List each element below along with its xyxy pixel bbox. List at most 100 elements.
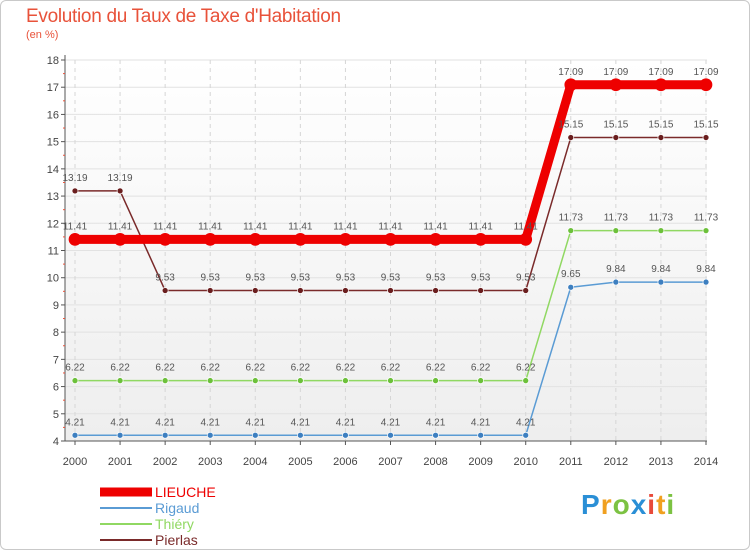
data-label-rigaud: 9.65	[561, 269, 581, 280]
y-tick-label: 14	[47, 164, 59, 176]
y-tick-label: 9	[53, 300, 59, 312]
data-point-rigaud	[297, 431, 304, 439]
data-label-rigaud: 4.21	[65, 417, 85, 428]
data-label-rigaud: 9.84	[696, 264, 716, 275]
data-label-thi-ry: 6.22	[291, 363, 311, 374]
data-point-thi-ry	[432, 377, 439, 384]
data-label-lieuche: 11.41	[153, 221, 178, 232]
y-tick-label: 17	[47, 82, 59, 94]
data-label-thi-ry: 6.22	[200, 363, 220, 374]
data-label-thi-ry: 6.22	[65, 363, 85, 374]
x-tick-label: 2003	[198, 456, 222, 468]
data-label-thi-ry: 11.73	[694, 213, 719, 224]
data-label-lieuche: 11.41	[378, 221, 403, 232]
y-tick-label: 6	[53, 382, 59, 394]
data-point-lieuche	[474, 232, 487, 246]
data-label-lieuche: 11.41	[423, 221, 448, 232]
data-label-rigaud: 9.84	[651, 264, 671, 275]
data-point-rigaud	[251, 431, 259, 439]
data-point-thi-ry	[206, 377, 214, 384]
x-tick-label: 2007	[378, 456, 402, 468]
data-label-thi-ry: 6.22	[426, 363, 446, 374]
data-point-lieuche	[294, 232, 307, 246]
data-label-pierlas: 15.15	[648, 120, 673, 131]
data-point-thi-ry	[522, 377, 530, 384]
data-label-thi-ry: 11.73	[604, 213, 629, 224]
y-tick-label: 12	[47, 218, 59, 230]
x-tick-label: 2013	[649, 456, 673, 468]
legend-label-pierlas: Pierlas	[155, 532, 198, 548]
data-point-rigaud	[432, 431, 439, 439]
data-point-rigaud	[161, 431, 169, 439]
y-tick-label: 18	[47, 55, 59, 67]
data-point-lieuche	[68, 232, 82, 246]
x-tick-label: 2001	[108, 456, 132, 468]
y-tick-label: 4	[53, 436, 59, 448]
y-tick-label: 15	[47, 137, 59, 149]
data-label-pierlas: 9.53	[291, 273, 311, 284]
data-point-rigaud	[206, 431, 214, 439]
data-label-thi-ry: 11.73	[559, 213, 584, 224]
data-label-rigaud: 4.21	[246, 417, 266, 428]
data-point-thi-ry	[657, 227, 665, 234]
data-label-pierlas: 15.15	[603, 120, 628, 131]
data-label-rigaud: 4.21	[155, 417, 175, 428]
y-tick-label: 10	[47, 273, 59, 285]
y-tick-label: 7	[53, 354, 59, 366]
data-point-rigaud	[387, 431, 394, 439]
data-point-pierlas	[432, 287, 439, 294]
data-point-pierlas	[657, 134, 665, 141]
y-tick-label: 8	[53, 327, 59, 339]
data-label-lieuche: 11.41	[108, 221, 133, 232]
x-tick-label: 2000	[63, 456, 87, 468]
data-point-thi-ry	[161, 377, 169, 384]
data-point-pierlas	[612, 134, 620, 141]
x-tick-label: 2002	[153, 456, 177, 468]
data-point-thi-ry	[297, 377, 304, 384]
data-label-pierlas: 9.53	[336, 273, 356, 284]
data-label-lieuche: 11.41	[288, 221, 313, 232]
data-point-pierlas	[161, 287, 169, 294]
data-label-lieuche: 17.09	[693, 67, 718, 78]
data-point-rigaud	[71, 431, 79, 439]
data-point-lieuche	[113, 232, 127, 246]
data-point-lieuche	[564, 78, 578, 92]
x-tick-label: 2008	[423, 456, 447, 468]
data-point-pierlas	[567, 134, 575, 141]
x-tick-label: 2011	[559, 456, 583, 468]
data-label-rigaud: 9.84	[606, 264, 626, 275]
data-label-lieuche: 17.09	[603, 67, 628, 78]
data-point-thi-ry	[342, 377, 349, 384]
data-label-lieuche: 11.41	[63, 221, 88, 232]
data-label-pierlas: 9.53	[200, 273, 220, 284]
x-tick-label: 2014	[694, 456, 718, 468]
data-label-pierlas: 9.53	[426, 273, 446, 284]
data-point-lieuche	[203, 232, 217, 246]
data-label-lieuche: 11.41	[198, 221, 223, 232]
data-label-lieuche: 11.41	[514, 221, 539, 232]
data-point-rigaud	[567, 283, 575, 291]
data-label-lieuche: 17.09	[558, 67, 583, 78]
data-point-lieuche	[158, 232, 172, 246]
data-point-pierlas	[71, 187, 79, 195]
data-label-pierlas: 9.53	[471, 273, 491, 284]
y-tick-label: 13	[47, 191, 59, 203]
x-tick-label: 2009	[468, 456, 492, 468]
data-label-pierlas: 9.53	[516, 273, 536, 284]
x-tick-label: 2004	[243, 456, 267, 468]
data-point-lieuche	[429, 232, 442, 246]
data-label-thi-ry: 11.73	[649, 213, 674, 224]
data-point-rigaud	[657, 278, 665, 286]
data-point-pierlas	[477, 287, 484, 294]
data-point-lieuche	[248, 232, 262, 246]
data-point-pierlas	[251, 287, 259, 294]
y-tick-label: 16	[47, 109, 59, 121]
y-tick-label: 11	[48, 246, 59, 258]
data-point-thi-ry	[116, 377, 124, 384]
data-label-lieuche: 11.41	[243, 221, 268, 232]
data-point-rigaud	[702, 278, 710, 286]
data-point-pierlas	[297, 287, 304, 294]
data-label-lieuche: 11.41	[468, 221, 493, 232]
data-point-thi-ry	[612, 227, 620, 234]
legend-label-lieuche: LIEUCHE	[155, 484, 216, 500]
